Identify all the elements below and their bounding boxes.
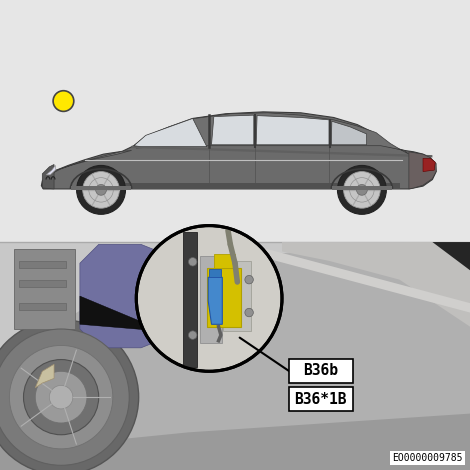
Bar	[214, 254, 235, 268]
Polygon shape	[132, 146, 432, 157]
Circle shape	[35, 371, 87, 423]
Bar	[0, 0, 470, 242]
Circle shape	[188, 258, 197, 266]
Text: B36*1B: B36*1B	[295, 392, 347, 407]
Polygon shape	[282, 242, 470, 327]
Bar	[19, 303, 66, 310]
Circle shape	[0, 329, 129, 465]
Circle shape	[96, 185, 106, 195]
Circle shape	[245, 275, 253, 284]
Bar	[71, 186, 131, 190]
Polygon shape	[212, 115, 254, 145]
Bar	[19, 280, 66, 287]
Circle shape	[188, 331, 197, 339]
Polygon shape	[0, 242, 470, 470]
Circle shape	[83, 172, 119, 208]
Polygon shape	[46, 165, 55, 175]
Polygon shape	[385, 242, 470, 270]
Polygon shape	[41, 112, 436, 189]
Circle shape	[245, 308, 253, 317]
Polygon shape	[0, 414, 470, 470]
Polygon shape	[208, 277, 222, 324]
Circle shape	[9, 345, 113, 449]
FancyBboxPatch shape	[289, 387, 352, 411]
Polygon shape	[80, 296, 164, 331]
Circle shape	[53, 91, 74, 111]
Polygon shape	[409, 152, 436, 189]
Polygon shape	[423, 158, 435, 172]
Bar	[332, 186, 392, 190]
Polygon shape	[80, 244, 164, 348]
Polygon shape	[134, 118, 207, 147]
Polygon shape	[258, 247, 470, 313]
Circle shape	[77, 165, 125, 214]
Bar	[14, 249, 75, 329]
Polygon shape	[42, 164, 54, 189]
Bar	[183, 232, 197, 367]
Text: B36b: B36b	[303, 363, 338, 378]
Circle shape	[357, 185, 367, 195]
Bar	[207, 268, 241, 327]
Bar	[200, 256, 222, 343]
FancyBboxPatch shape	[289, 359, 352, 383]
Bar	[80, 183, 400, 189]
Polygon shape	[209, 269, 221, 277]
Circle shape	[24, 360, 99, 435]
Circle shape	[136, 226, 282, 371]
Text: EO0000009785: EO0000009785	[392, 453, 463, 463]
Bar	[223, 261, 251, 331]
Polygon shape	[331, 121, 367, 145]
Circle shape	[344, 172, 380, 208]
Polygon shape	[43, 150, 132, 186]
Circle shape	[337, 165, 386, 214]
Bar	[19, 261, 66, 268]
Circle shape	[49, 385, 73, 409]
Polygon shape	[134, 113, 409, 154]
Polygon shape	[35, 364, 54, 388]
Bar	[0, 242, 470, 470]
Polygon shape	[256, 116, 329, 145]
Circle shape	[0, 320, 139, 470]
